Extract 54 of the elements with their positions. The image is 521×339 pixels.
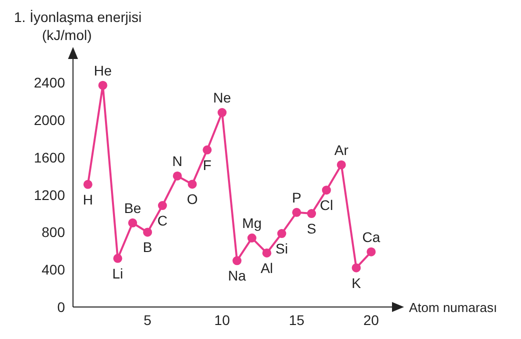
annotation: Be bbox=[124, 200, 142, 216]
x-tick-label: 5 bbox=[144, 312, 152, 328]
annotation: Ar bbox=[334, 142, 349, 158]
annotation: F bbox=[202, 156, 212, 173]
x-tick-label: 15 bbox=[288, 312, 305, 328]
point bbox=[172, 171, 182, 180]
annotation: Na bbox=[228, 268, 246, 284]
point bbox=[202, 145, 212, 154]
x-tick-label: 20 bbox=[363, 312, 380, 328]
annotation: N bbox=[172, 152, 182, 169]
x-axis-title: Atom numarası bbox=[409, 300, 498, 315]
point bbox=[336, 160, 346, 170]
point bbox=[322, 186, 331, 195]
point bbox=[113, 254, 122, 263]
point bbox=[98, 80, 108, 90]
annotation: H bbox=[82, 191, 93, 208]
point bbox=[143, 228, 152, 237]
y-tick-label: 1600 bbox=[34, 149, 66, 166]
y-tick-label: 2400 bbox=[34, 74, 66, 91]
x-tick-label: 10 bbox=[214, 312, 230, 328]
annotation: B bbox=[142, 239, 152, 256]
annotation: C bbox=[157, 212, 168, 229]
point bbox=[247, 234, 256, 243]
annotation: O bbox=[186, 191, 198, 208]
annotation: Si bbox=[276, 240, 288, 257]
point bbox=[307, 209, 316, 218]
annotation: S bbox=[306, 220, 316, 237]
annotation: Al bbox=[260, 260, 274, 276]
chart-title: 1. İyonlaşma enerjisi bbox=[14, 9, 142, 25]
point bbox=[218, 108, 227, 118]
y-tick-label: 2000 bbox=[34, 112, 66, 128]
point bbox=[128, 218, 138, 228]
point bbox=[232, 256, 242, 266]
point bbox=[352, 263, 361, 272]
annotation: Ne bbox=[213, 90, 232, 106]
annotation: K bbox=[352, 274, 362, 291]
y-tick-label: 1200 bbox=[34, 186, 66, 203]
point bbox=[83, 180, 92, 189]
annotation: Li bbox=[112, 265, 124, 282]
y-tick-label: 800 bbox=[42, 224, 66, 240]
point bbox=[158, 201, 167, 210]
point bbox=[292, 208, 302, 217]
point bbox=[366, 247, 376, 256]
y-tick-label: 0 bbox=[57, 298, 66, 315]
annotation: Ca bbox=[362, 228, 380, 245]
point bbox=[277, 229, 286, 238]
y-axis-title: (kJ/mol) bbox=[42, 27, 92, 43]
annotation: Mg bbox=[242, 215, 262, 232]
annotation: He bbox=[94, 62, 112, 78]
y-tick-label: 400 bbox=[42, 262, 66, 278]
annotation: P bbox=[292, 189, 302, 206]
annotation: Cl bbox=[320, 197, 334, 214]
point bbox=[188, 180, 197, 189]
point bbox=[262, 248, 272, 258]
